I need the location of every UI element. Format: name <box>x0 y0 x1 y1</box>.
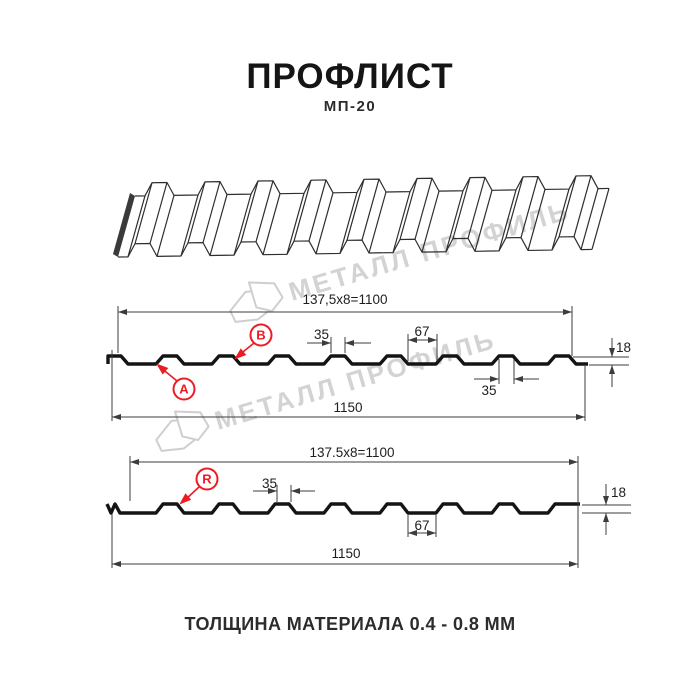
overall-width-dimension-label: 1150 <box>333 400 362 415</box>
callout-r-badge: R <box>195 467 219 491</box>
profile-bottom-section <box>105 456 631 568</box>
model-subtitle: МП-20 <box>323 98 377 115</box>
watermark-brand-upper: МЕТАЛЛ ПРОФИЛЬ <box>229 195 573 323</box>
sheet-3d-view <box>113 175 610 258</box>
watermark-text: МЕТАЛЛ ПРОФИЛЬ <box>211 324 499 436</box>
profile-top-labels: 137,5x8=1100 35 67 35 18 1150 A B <box>172 292 631 415</box>
callout-r-letter: R <box>202 472 212 487</box>
overall-width-dimension-label: 1150 <box>331 546 360 561</box>
thickness-note: ТОЛЩИНА МАТЕРИАЛА 0.4 - 0.8 ММ <box>184 614 516 634</box>
metall-profil-logo-icon <box>229 281 284 323</box>
pitch-dimension-label: 137.5x8=1100 <box>310 445 395 460</box>
profile-bottom-labels: 137.5x8=1100 35 67 18 1150 R <box>195 445 626 561</box>
valley-width-dimension-label: 67 <box>414 518 429 533</box>
pitch-dimension-label: 137,5x8=1100 <box>303 292 388 307</box>
height-dimension-label: 18 <box>616 340 631 355</box>
rib-width-dimension-label: 35 <box>314 327 329 342</box>
callout-a-letter: A <box>179 382 189 397</box>
rib-width-dimension-label: 35 <box>262 476 277 491</box>
callout-a-badge: A <box>172 377 196 401</box>
callout-b-letter: B <box>256 328 265 343</box>
rib-width-bottom-dimension-label: 35 <box>481 383 496 398</box>
metall-profil-logo-icon <box>155 410 210 452</box>
profile-top-section <box>106 306 629 421</box>
height-dimension-label: 18 <box>611 485 626 500</box>
page-title: ПРОФЛИСТ <box>246 57 454 96</box>
callout-b-badge: B <box>249 323 273 347</box>
valley-width-dimension-label: 67 <box>414 324 429 339</box>
